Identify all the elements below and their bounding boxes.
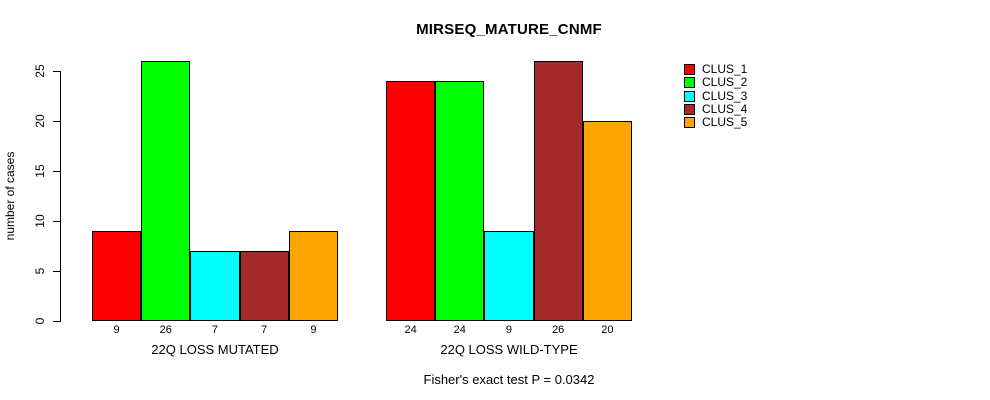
legend-item-clus_3: CLUS_3 xyxy=(684,88,748,103)
bar-clus_4-group1 xyxy=(239,251,289,321)
legend-item-clus_2: CLUS_2 xyxy=(684,76,747,89)
bar-value-label: 9 xyxy=(310,324,317,336)
group-label: 22Q LOSS WILD-TYPE xyxy=(440,342,578,357)
legend-swatch xyxy=(684,77,695,89)
y-tick-label: 10 xyxy=(33,214,47,228)
y-tick-label: 0 xyxy=(33,317,47,325)
bar-value-label: 9 xyxy=(113,324,120,336)
bar-value-label: 24 xyxy=(453,324,466,336)
bar-value-label: 9 xyxy=(505,324,513,336)
bar-value-label: 7 xyxy=(211,324,219,336)
y-tick-label: 25 xyxy=(33,64,47,78)
legend-label: CLUS_3 xyxy=(702,88,748,103)
group-label: 22Q LOSS MUTATED xyxy=(151,342,279,357)
bar-clus_5-group2 xyxy=(582,121,632,321)
y-tick-mark xyxy=(53,171,61,172)
bar-value-label: 24 xyxy=(404,324,417,336)
legend-item-clus_4: CLUS_4 xyxy=(684,103,747,116)
y-tick-mark xyxy=(53,121,61,122)
legend-label: CLUS_1 xyxy=(702,62,748,77)
legend-label: CLUS_5 xyxy=(702,115,748,130)
bar-value-label: 26 xyxy=(159,324,172,336)
legend-item-clus_1: CLUS_1 xyxy=(684,63,747,76)
bar-clus_2-group1 xyxy=(141,61,191,321)
y-tick-mark xyxy=(53,271,61,272)
bar-value-label: 20 xyxy=(601,324,614,336)
bar-clus_1-group2 xyxy=(386,81,436,321)
y-axis-label: number of cases xyxy=(3,151,17,241)
legend-label: CLUS_2 xyxy=(702,75,748,90)
legend-label: CLUS_4 xyxy=(702,102,748,117)
bar-clus_3-group2 xyxy=(484,231,534,321)
chart-subtitle: Fisher's exact test P = 0.0342 xyxy=(423,372,595,387)
legend: CLUS_1 CLUS_2 CLUS_3 CLUS_4 CLUS_5 xyxy=(684,63,747,129)
y-tick-label: 15 xyxy=(33,164,47,178)
bar-clus_1-group1 xyxy=(92,231,142,321)
legend-swatch xyxy=(684,90,695,102)
bar-value-label: 7 xyxy=(261,324,268,336)
legend-swatch xyxy=(684,117,695,129)
legend-item-clus_5: CLUS_5 xyxy=(684,116,747,129)
bar-clus_3-group1 xyxy=(190,251,240,321)
y-tick-label: 20 xyxy=(33,114,47,128)
legend-swatch xyxy=(684,64,695,76)
y-tick-mark xyxy=(53,321,61,322)
y-tick-mark xyxy=(53,71,61,72)
y-tick-label: 5 xyxy=(33,267,47,275)
y-tick-mark xyxy=(53,221,61,222)
bar-clus_5-group1 xyxy=(288,231,338,321)
y-axis-line xyxy=(60,71,61,322)
legend-swatch xyxy=(684,104,695,116)
bar-clus_2-group2 xyxy=(435,81,485,321)
chart-title: MIRSEQ_MATURE_CNMF xyxy=(416,21,602,38)
bar-value-label: 26 xyxy=(552,324,565,336)
bar-clus_4-group2 xyxy=(533,61,583,321)
